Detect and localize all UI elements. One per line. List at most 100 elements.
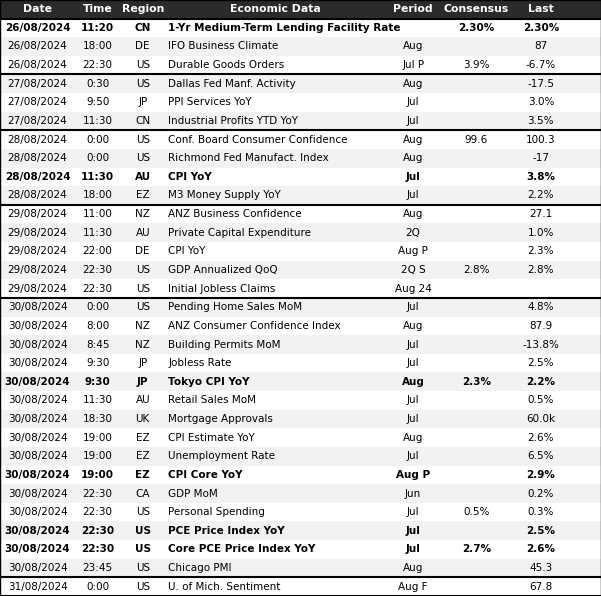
Text: 8:00: 8:00 <box>86 321 109 331</box>
Text: 2.8%: 2.8% <box>463 265 490 275</box>
Text: JP: JP <box>138 97 147 107</box>
Bar <box>0 18 601 37</box>
Text: 27.1: 27.1 <box>529 209 552 219</box>
Text: Jul: Jul <box>407 116 419 126</box>
Text: Date: Date <box>23 4 52 14</box>
Text: 22:30: 22:30 <box>83 284 112 294</box>
Text: -17.5: -17.5 <box>528 79 554 89</box>
Text: 3.5%: 3.5% <box>528 116 554 126</box>
Text: Jul: Jul <box>407 340 419 349</box>
Text: US: US <box>136 582 150 592</box>
Text: 30/08/2024: 30/08/2024 <box>8 358 67 368</box>
Text: 0:30: 0:30 <box>86 79 109 89</box>
Text: 11:00: 11:00 <box>83 209 112 219</box>
Text: 99.6: 99.6 <box>465 135 488 145</box>
Text: 30/08/2024: 30/08/2024 <box>8 302 67 312</box>
Bar <box>0 93 601 111</box>
Text: 1-Yr Medium-Term Lending Facility Rate: 1-Yr Medium-Term Lending Facility Rate <box>168 23 401 33</box>
Text: -13.8%: -13.8% <box>522 340 560 349</box>
Text: Aug: Aug <box>401 377 425 387</box>
Text: US: US <box>136 507 150 517</box>
Bar <box>0 335 601 354</box>
Text: 22:30: 22:30 <box>83 507 112 517</box>
Bar <box>0 409 601 429</box>
Bar <box>0 242 601 260</box>
Text: 6.5%: 6.5% <box>528 451 554 461</box>
Text: 19:00: 19:00 <box>83 433 112 443</box>
Text: 18:30: 18:30 <box>83 414 112 424</box>
Text: 67.8: 67.8 <box>529 582 552 592</box>
Text: 0.2%: 0.2% <box>528 489 554 498</box>
Text: CA: CA <box>135 489 150 498</box>
Text: Personal Spending: Personal Spending <box>168 507 265 517</box>
Text: 30/08/2024: 30/08/2024 <box>8 563 67 573</box>
Text: 0:00: 0:00 <box>86 582 109 592</box>
Text: Initial Jobless Claims: Initial Jobless Claims <box>168 284 276 294</box>
Text: Aug 24: Aug 24 <box>395 284 432 294</box>
Text: Pending Home Sales MoM: Pending Home Sales MoM <box>168 302 302 312</box>
Text: 26/08/2024: 26/08/2024 <box>8 42 67 51</box>
Text: CN: CN <box>135 116 150 126</box>
Text: 0:00: 0:00 <box>86 302 109 312</box>
Text: 30/08/2024: 30/08/2024 <box>8 489 67 498</box>
Text: 11:30: 11:30 <box>81 172 114 182</box>
Text: 1.0%: 1.0% <box>528 228 554 238</box>
Bar <box>0 224 601 242</box>
Text: Private Capital Expenditure: Private Capital Expenditure <box>168 228 311 238</box>
Text: 22:30: 22:30 <box>81 544 114 554</box>
Bar <box>0 558 601 578</box>
Text: 30/08/2024: 30/08/2024 <box>8 507 67 517</box>
Text: Last: Last <box>528 4 554 14</box>
Text: Region: Region <box>121 4 164 14</box>
Text: M3 Money Supply YoY: M3 Money Supply YoY <box>168 191 281 200</box>
Text: 18:00: 18:00 <box>83 191 112 200</box>
Text: 87: 87 <box>534 42 548 51</box>
Text: Jul: Jul <box>407 507 419 517</box>
Text: Aug: Aug <box>403 321 423 331</box>
Text: Durable Goods Orders: Durable Goods Orders <box>168 60 284 70</box>
Text: 0.3%: 0.3% <box>528 507 554 517</box>
Bar <box>0 298 601 316</box>
Bar <box>0 447 601 465</box>
Text: 87.9: 87.9 <box>529 321 552 331</box>
Text: IFO Business Climate: IFO Business Climate <box>168 42 278 51</box>
Text: Retail Sales MoM: Retail Sales MoM <box>168 395 256 405</box>
Text: US: US <box>136 563 150 573</box>
Text: 23:45: 23:45 <box>82 563 113 573</box>
Text: DE: DE <box>135 42 150 51</box>
Text: 30/08/2024: 30/08/2024 <box>8 433 67 443</box>
Text: US: US <box>136 60 150 70</box>
Text: US: US <box>136 284 150 294</box>
Bar <box>0 167 601 186</box>
Text: Aug F: Aug F <box>398 582 428 592</box>
Text: 30/08/2024: 30/08/2024 <box>8 451 67 461</box>
Text: Tokyo CPI YoY: Tokyo CPI YoY <box>168 377 250 387</box>
Text: 2.9%: 2.9% <box>526 470 555 480</box>
Text: 2.6%: 2.6% <box>526 544 555 554</box>
Text: 2Q: 2Q <box>406 228 421 238</box>
Text: 9:50: 9:50 <box>86 97 109 107</box>
Text: 11:30: 11:30 <box>83 228 112 238</box>
Text: 29/08/2024: 29/08/2024 <box>8 265 67 275</box>
Text: 3.8%: 3.8% <box>526 172 555 182</box>
Text: 28/08/2024: 28/08/2024 <box>8 135 67 145</box>
Text: GDP MoM: GDP MoM <box>168 489 218 498</box>
Text: 31/08/2024: 31/08/2024 <box>8 582 67 592</box>
Bar <box>0 205 601 224</box>
Text: AU: AU <box>135 172 151 182</box>
Text: US: US <box>136 79 150 89</box>
Bar <box>0 37 601 56</box>
Text: 30/08/2024: 30/08/2024 <box>8 395 67 405</box>
Text: 30/08/2024: 30/08/2024 <box>5 470 70 480</box>
Text: 22:30: 22:30 <box>81 526 114 536</box>
Text: CN: CN <box>135 23 151 33</box>
Text: Jul: Jul <box>407 451 419 461</box>
Text: 0.5%: 0.5% <box>463 507 489 517</box>
Text: US: US <box>135 544 151 554</box>
Text: Industrial Profits YTD YoY: Industrial Profits YTD YoY <box>168 116 298 126</box>
Text: 26/08/2024: 26/08/2024 <box>8 60 67 70</box>
Text: Jul: Jul <box>406 526 421 536</box>
Text: UK: UK <box>136 414 150 424</box>
Text: -17: -17 <box>532 153 549 163</box>
Text: Aug: Aug <box>403 153 423 163</box>
